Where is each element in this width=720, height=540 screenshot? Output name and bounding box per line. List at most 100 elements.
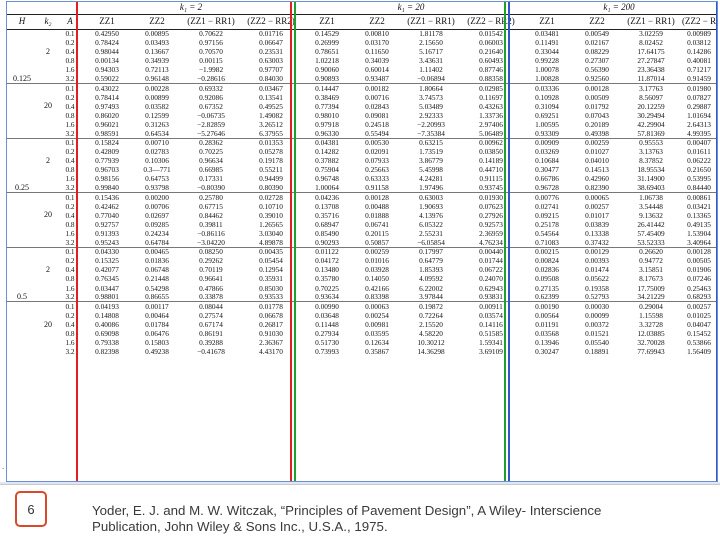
column-header-a: A — [59, 14, 81, 30]
table-cell: 0.01836 — [145, 256, 169, 266]
table-cell: 0.02836 — [535, 265, 559, 275]
table-row: 0.8 0.96703 0.3—771 0.66985 0.55211 0.75904 0.… — [7, 165, 717, 174]
table-cell: 5.16717 — [419, 47, 443, 57]
table-cell: 0.64753 — [145, 174, 169, 184]
table-cell: 17.75009 — [637, 283, 665, 293]
table-cell: 0.02741 — [535, 201, 559, 211]
a-value: 3.2 — [65, 129, 75, 138]
k2-value — [37, 184, 59, 193]
table-cell: 0.77394 — [315, 101, 339, 111]
table-cell: 0.67174 — [199, 320, 223, 329]
h-value — [7, 211, 37, 220]
column-header-zz2: ZZ2 — [133, 14, 181, 30]
table-row: 0.8 0.92757 0.09285 0.39811 1.26565 0.68947 0.… — [7, 220, 717, 229]
k2-value — [37, 246, 59, 257]
table-cell: 0.96330 — [315, 129, 339, 138]
h-value — [7, 156, 37, 165]
table-cell: 1.56409 — [687, 347, 711, 357]
table-cell: 0.15824 — [81, 137, 133, 148]
h-value — [7, 129, 37, 138]
table-cell: 42.29904 — [637, 119, 665, 129]
table-cell: 0.49135 — [687, 219, 711, 229]
table-cell: 0.63215 — [401, 137, 462, 148]
table-cell: 0.01930 — [461, 192, 522, 202]
table-cell: 0.03839 — [585, 219, 609, 229]
table-cell: 0.96728 — [535, 183, 559, 193]
table-row: 0.1 0.42950 0.00895 0.70622 0.01716 0.14529 0.… — [7, 29, 717, 38]
table-row: 0.8 0.69098 0.06476 0.86191 0.91030 0.27934 0.… — [7, 329, 717, 338]
table-cell: 0.00549 — [585, 29, 609, 39]
group-header-k1-200: k₁ = 200 — [521, 2, 717, 15]
table-cell: 0.43022 — [81, 83, 133, 93]
table-cell: −7.35384 — [417, 129, 445, 138]
table-cell: 8.56097 — [639, 92, 663, 102]
table-cell: 0.98156 — [95, 174, 119, 184]
table-cell: −1.9982 — [198, 65, 224, 75]
k1-20-left-rule — [294, 2, 296, 481]
table-cell: 0.03574 — [479, 310, 503, 320]
table-cell: 0.09508 — [535, 274, 559, 284]
table-cell: 0.03269 — [535, 147, 559, 157]
table-cell: 0.00776 — [521, 192, 574, 202]
table-cell: 0.00030 — [573, 301, 622, 311]
table-cell: 0.90060 — [315, 65, 339, 75]
citation-line-1: Yoder, E. J. and M. W. Witczak, “Princip… — [92, 503, 602, 518]
table-cell: 0.03595 — [365, 329, 389, 338]
table-cell: 0.92086 — [199, 92, 223, 102]
table-cell: 4.89878 — [259, 238, 283, 247]
table-cell: 0.19358 — [585, 283, 609, 293]
table-cell: 0.21640 — [479, 47, 503, 57]
table-cell: 0.62399 — [535, 292, 559, 302]
h-value — [7, 246, 37, 257]
table-cell: 0.91393 — [95, 229, 119, 238]
table-cell: 0.64784 — [145, 238, 169, 247]
table-cell: 3.69109 — [479, 347, 503, 357]
table-cell: 0.13338 — [585, 229, 609, 238]
table-cell: 0.04330 — [81, 246, 133, 257]
a-value: 0.2 — [65, 256, 75, 266]
table-cell: 0.26817 — [259, 320, 283, 329]
k2-value — [37, 65, 59, 74]
h-value: 0.125 — [13, 74, 31, 84]
table-cell: 0.94499 — [259, 174, 283, 184]
table-cell: 0.21650 — [687, 165, 711, 175]
table-cell: 0.03493 — [145, 38, 169, 47]
table-cell: 0.07933 — [365, 156, 389, 166]
table-cell: 0.39811 — [199, 219, 223, 229]
table-cell: 0.92560 — [585, 74, 609, 84]
table-row: 1.6 0.03447 0.54298 0.47866 0.85030 0.70225 0.… — [7, 284, 717, 293]
table-cell: 0.99840 — [95, 183, 119, 193]
table-cell: 0.33044 — [535, 47, 559, 57]
k2-value — [37, 93, 59, 102]
a-value: 3.2 — [65, 183, 75, 193]
h-value — [7, 320, 37, 329]
table-cell: 0.00393 — [585, 256, 609, 266]
table-cell: 1.15598 — [639, 310, 663, 320]
table-cell: 0.00440 — [461, 246, 522, 257]
table-cell: 0.97493 — [95, 101, 119, 111]
table-cell: 0.69098 — [95, 329, 119, 338]
table-cell: 0.94772 — [639, 256, 663, 266]
table-row: 3.2 0.82398 0.49238 −0.41678 4.43170 0.73993 0… — [7, 347, 717, 356]
k2-value — [37, 256, 59, 265]
table-cell: 0.05622 — [585, 274, 609, 284]
table-cell: 0.07623 — [479, 201, 503, 211]
table-row: 0.1 0.43022 0.00228 0.69332 0.03467 0.14447 0.… — [7, 83, 717, 93]
table-row: 0.2 0.78424 0.03493 0.97156 0.06647 0.26999 0.… — [7, 38, 717, 47]
table-cell: 1.00064 — [315, 183, 339, 193]
a-value: 0.4 — [65, 101, 75, 111]
table-body: 0.1 0.42950 0.00895 0.70622 0.01716 0.14529 0.… — [7, 29, 717, 356]
table-cell: −0.80390 — [197, 183, 225, 193]
table-cell: 5.03489 — [419, 101, 443, 111]
table-cell: 0.3—771 — [143, 165, 171, 175]
table-cell: 0.00372 — [585, 320, 609, 329]
k2-value — [37, 338, 59, 347]
table-cell: 0.15325 — [95, 256, 119, 266]
table-cell: 0.01122 — [301, 246, 354, 257]
table-cell: 0.00117 — [133, 301, 181, 311]
table-cell: 0.04010 — [585, 156, 609, 166]
table-cell: 0.84462 — [199, 210, 223, 220]
table-cell: 0.42809 — [95, 147, 119, 157]
table-cell: 0.13480 — [315, 265, 339, 275]
table-cell: 0.01784 — [145, 320, 169, 329]
